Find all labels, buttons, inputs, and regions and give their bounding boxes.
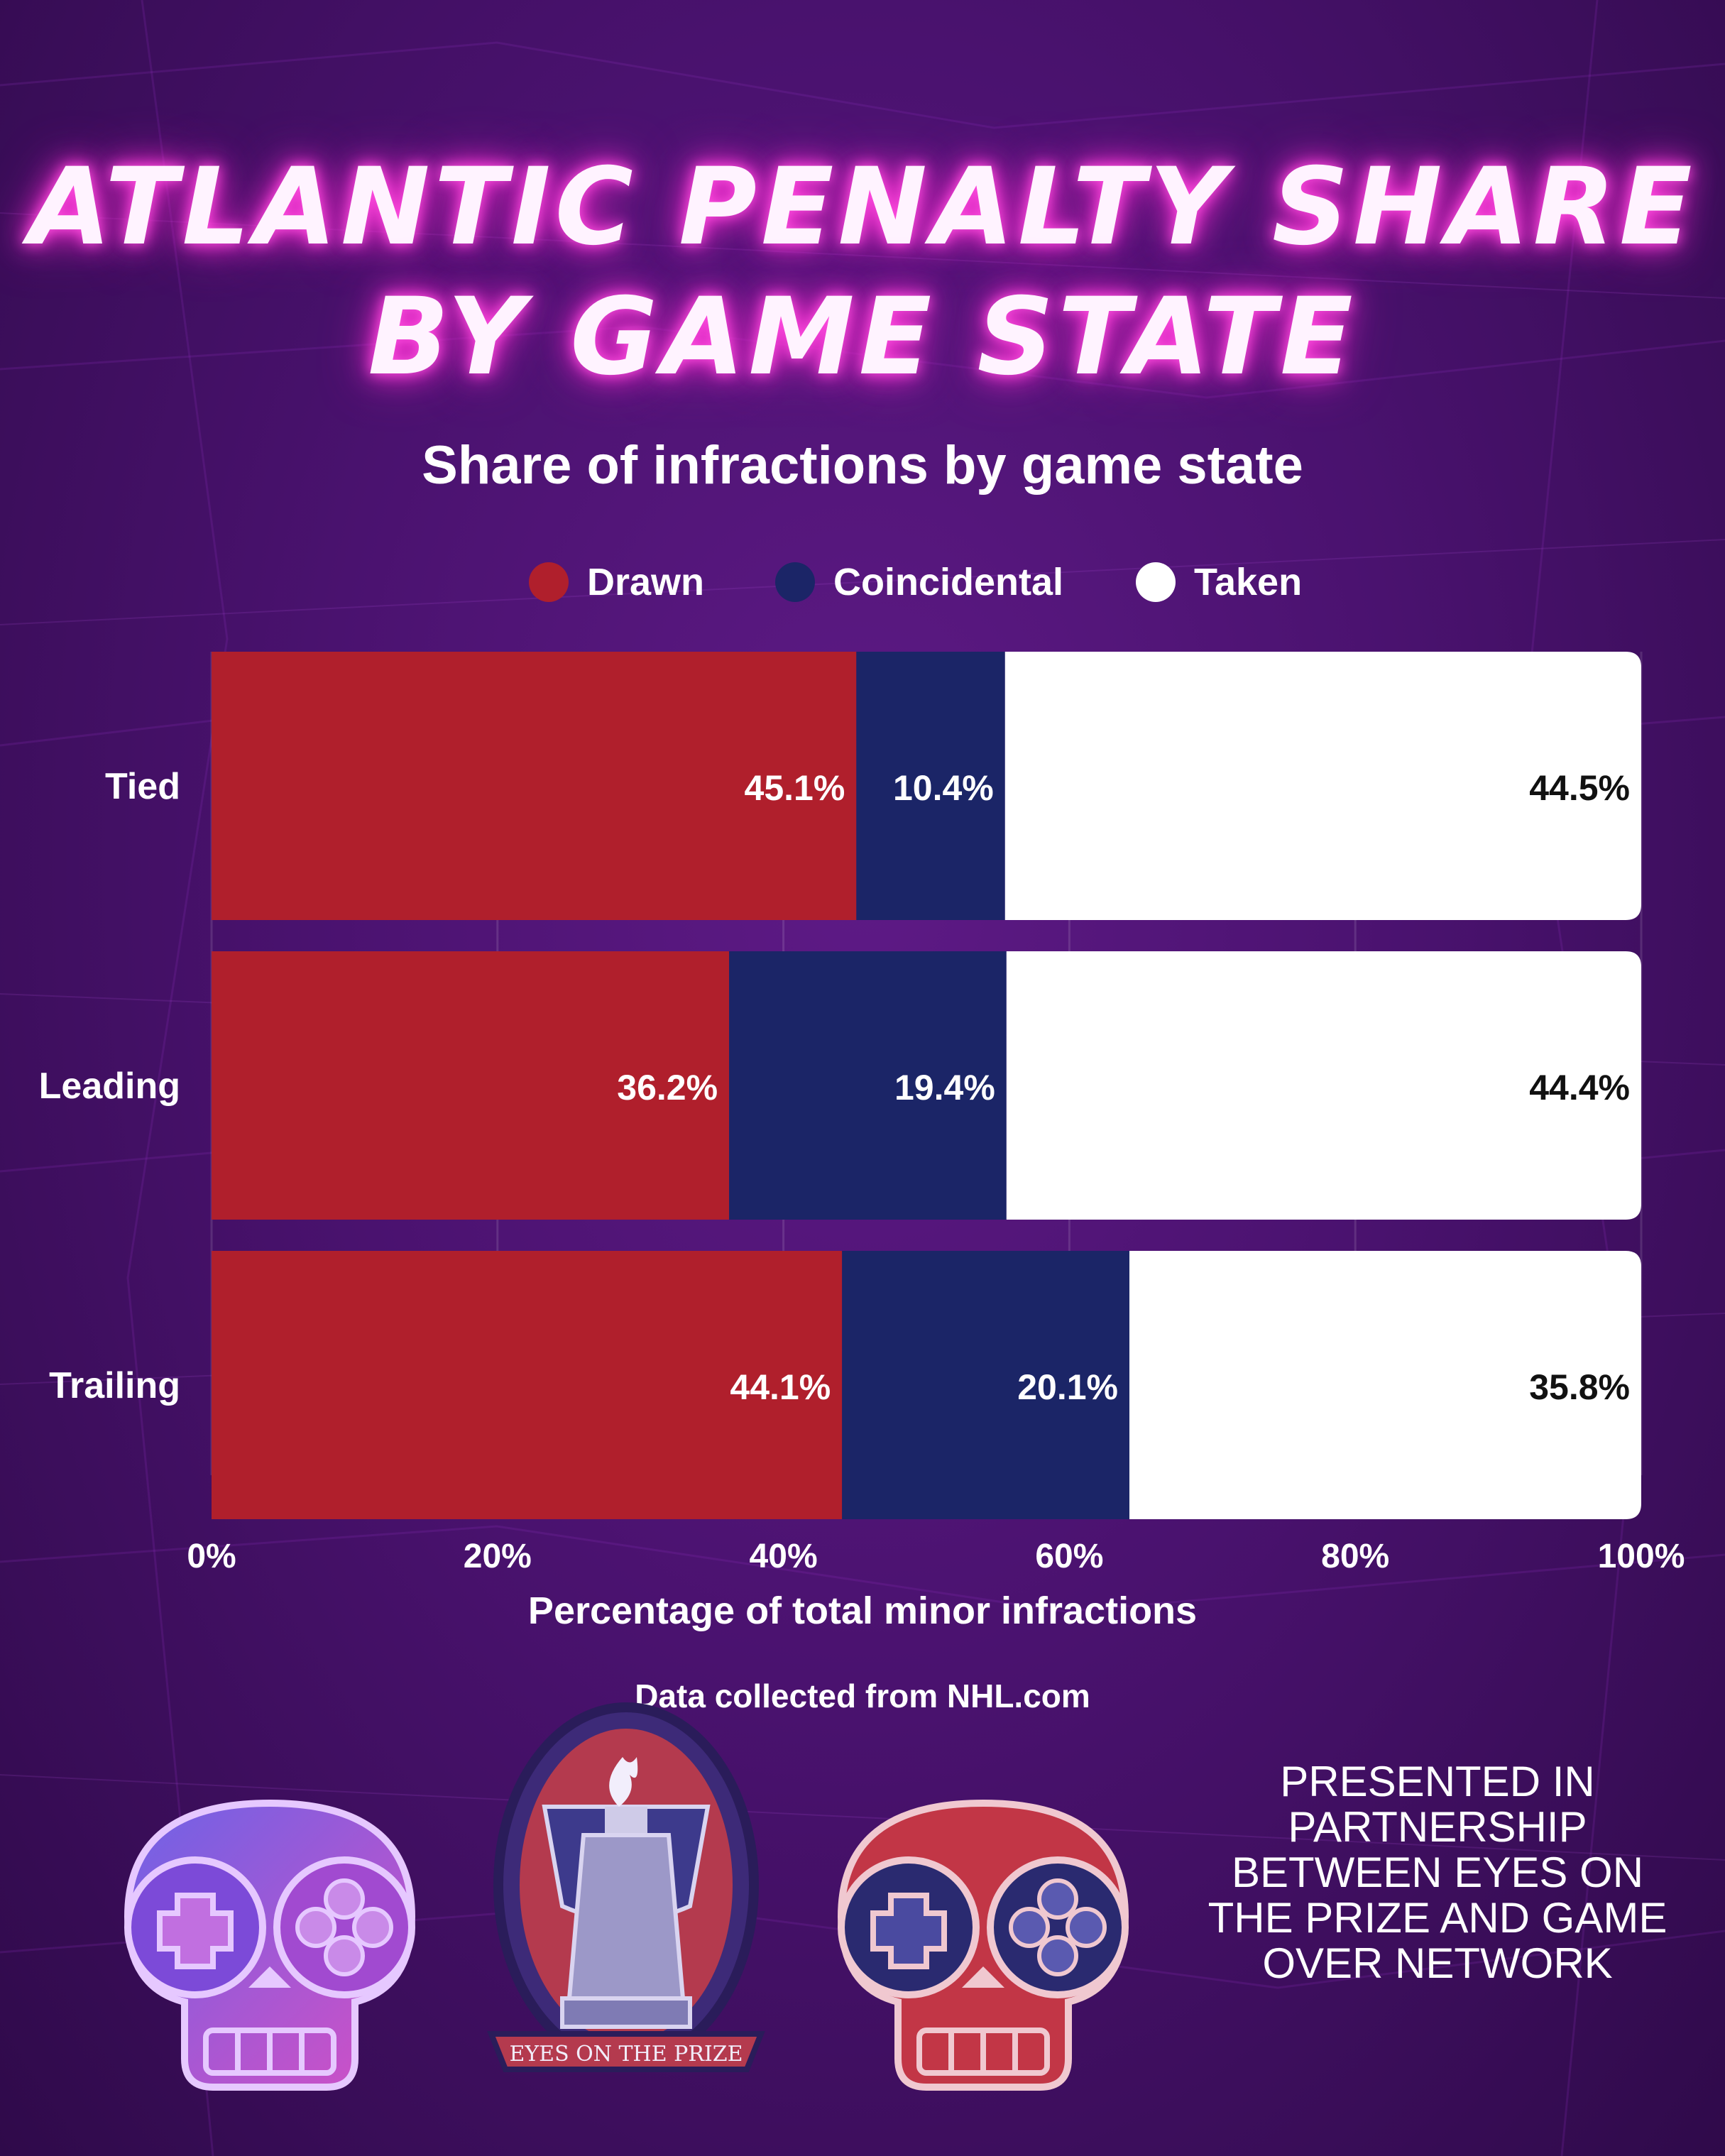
eyes-on-the-prize-badge-icon: EYES ON THE PRIZE — [487, 1702, 765, 2072]
legend-label-drawn: Drawn — [587, 561, 705, 603]
data-label-coincidental-trailing: 20.1% — [1017, 1367, 1118, 1407]
bar-taken-leading — [1006, 951, 1641, 1220]
data-label-drawn-tied: 45.1% — [745, 768, 845, 808]
chart-legend: Drawn Coincidental Taken — [0, 550, 1725, 614]
x-tick-label: 40% — [750, 1538, 818, 1575]
data-label-taken-tied: 44.5% — [1529, 768, 1630, 808]
data-label-taken-leading: 44.4% — [1529, 1068, 1630, 1107]
data-label-coincidental-tied: 10.4% — [893, 768, 994, 808]
data-label-drawn-trailing: 44.1% — [730, 1367, 831, 1407]
bar-drawn-leading — [212, 951, 730, 1220]
data-label-taken-trailing: 35.8% — [1529, 1367, 1630, 1407]
category-label-trailing: Trailing — [49, 1365, 180, 1406]
legend-dot-taken — [1136, 562, 1176, 602]
badge-text: EYES ON THE PRIZE — [509, 2042, 743, 2067]
chart-subtitle: Share of infractions by game state — [422, 435, 1303, 496]
x-tick-label: 80% — [1321, 1538, 1389, 1575]
legend-label-taken: Taken — [1194, 561, 1303, 603]
partnership-text: PRESENTED IN PARTNERSHIP BETWEEN EYES ON… — [1208, 1758, 1668, 1987]
legend-item-taken: Taken — [1136, 550, 1302, 614]
source-note: Data collected from NHL.com — [635, 1678, 1090, 1714]
legend-dot-drawn — [529, 562, 569, 602]
chart-title-line-1: ATLANTIC PENALTY SHARE — [28, 146, 1697, 269]
chart-title-line-2: BY GAME STATE — [368, 275, 1357, 399]
data-label-drawn-leading: 36.2% — [617, 1068, 718, 1107]
game-over-network-skull-icon — [837, 1799, 1129, 2091]
x-tick-label: 0% — [187, 1538, 236, 1575]
bar-taken-tied — [1004, 652, 1641, 920]
x-tick-label: 100% — [1598, 1538, 1685, 1575]
x-axis-title: Percentage of total minor infractions — [527, 1589, 1198, 1632]
category-label-tied: Tied — [105, 766, 180, 807]
data-label-coincidental-leading: 19.4% — [894, 1068, 995, 1107]
bar-coincidental-leading — [729, 951, 1007, 1220]
bar-drawn-trailing — [212, 1251, 843, 1519]
stacked-bar-chart: Tied 45.1% 10.4% 44.5% Leading 36.2% 19.4% 44.4… — [39, 652, 1685, 1575]
x-tick-label: 20% — [464, 1538, 532, 1575]
bar-taken-trailing — [1129, 1251, 1641, 1519]
legend-item-coincidental: Coincidental — [775, 550, 1063, 614]
game-over-network-skull-icon — [124, 1799, 416, 2091]
legend-label-coincidental: Coincidental — [833, 561, 1064, 603]
legend-dot-coincidental — [775, 562, 815, 602]
x-tick-label: 60% — [1035, 1538, 1103, 1575]
bar-drawn-tied — [212, 652, 857, 920]
category-label-leading: Leading — [39, 1066, 180, 1107]
bar-coincidental-tied — [856, 652, 1005, 920]
bar-coincidental-trailing — [842, 1251, 1129, 1519]
legend-item-drawn: Drawn — [529, 550, 704, 614]
